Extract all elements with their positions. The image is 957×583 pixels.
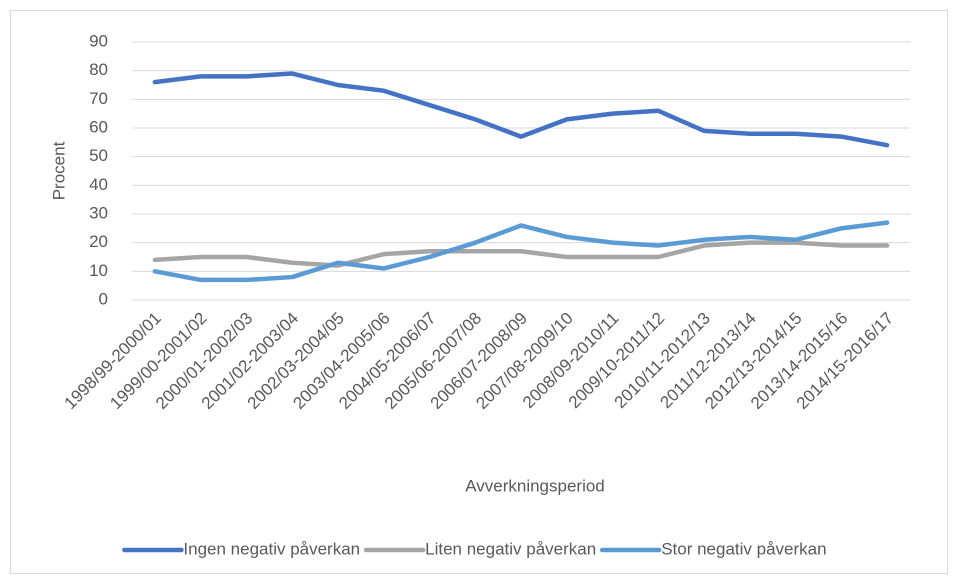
legend-label: Stor negativ påverkan (661, 539, 826, 558)
y-tick-label: 40 (89, 175, 108, 194)
y-tick-label: 10 (89, 261, 108, 280)
data-line (152, 220, 890, 283)
y-tick-label: 60 (89, 117, 108, 136)
y-tick-label: 70 (89, 89, 108, 108)
y-tick-label: 0 (99, 289, 108, 308)
chart-border (10, 10, 948, 574)
y-tick-label: 50 (89, 146, 108, 165)
y-tick-label: 20 (89, 232, 108, 251)
legend-label: Liten negativ påverkan (425, 539, 596, 558)
y-tick-label: 80 (89, 60, 108, 79)
y-axis-title: Procent (49, 141, 68, 200)
x-axis-title: Avverkningsperiod (465, 476, 605, 495)
data-line (152, 240, 890, 268)
y-tick-label: 30 (89, 203, 108, 222)
data-line (152, 71, 890, 148)
legend-label: Ingen negativ påverkan (183, 539, 360, 558)
y-tick-label: 90 (89, 31, 108, 50)
